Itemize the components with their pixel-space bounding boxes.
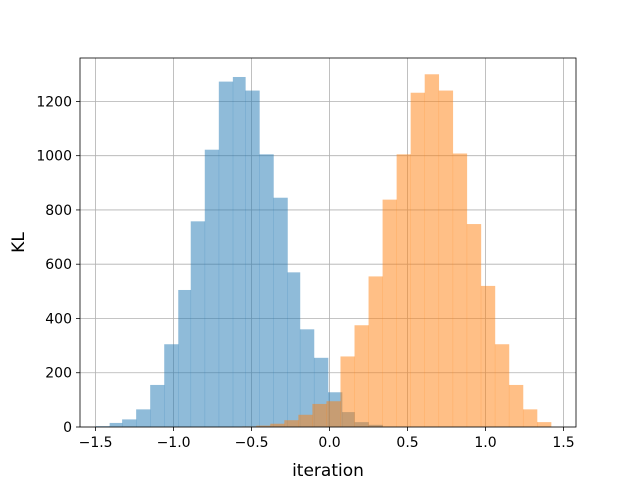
histogram-bar: [396, 154, 411, 427]
histogram-bar: [232, 76, 246, 427]
histogram-bar: [537, 422, 552, 427]
histogram-bar: [150, 384, 165, 427]
x-tick-label: 0.5: [396, 435, 418, 451]
x-tick-label: 1.5: [552, 435, 574, 451]
x-tick-label: 0.0: [318, 435, 340, 451]
histogram-bar: [410, 92, 426, 428]
series-1-bars: [242, 74, 552, 428]
histogram-bar: [287, 272, 301, 427]
histogram-bar: [95, 426, 110, 427]
histogram-bar: [312, 403, 327, 427]
histogram-bar: [136, 409, 151, 427]
histogram-bar: [298, 414, 313, 427]
series-0-bars: [95, 76, 383, 428]
y-axis-title: KL: [9, 232, 29, 253]
histogram-bar: [270, 423, 285, 427]
histogram-bar: [480, 285, 496, 427]
histogram-bar: [109, 422, 123, 427]
histogram-bar: [256, 425, 271, 427]
y-tick-label: 1000: [36, 149, 72, 165]
histogram-bar: [452, 153, 468, 427]
x-tick-label: −1.5: [79, 435, 113, 451]
y-axis: 0 200 400 600 800 1000 1200: [36, 94, 80, 436]
histogram-bar: [299, 329, 315, 427]
y-tick-label: 0: [63, 420, 72, 436]
x-tick-label: −0.5: [235, 435, 269, 451]
histogram-bar: [438, 90, 454, 427]
y-tick-label: 200: [45, 366, 72, 382]
x-axis-title: iteration: [292, 461, 364, 480]
histogram-bar: [508, 384, 524, 427]
y-tick-label: 1200: [36, 94, 72, 110]
histogram-bar: [245, 90, 260, 427]
histogram-bar: [354, 325, 369, 427]
histogram-bar: [284, 420, 299, 427]
x-tick-label: 1.0: [474, 435, 496, 451]
histogram-bar: [204, 149, 220, 428]
histogram-bar: [368, 276, 383, 427]
histogram-bar: [190, 221, 206, 427]
histogram-bar: [340, 356, 355, 427]
histogram-bar: [424, 74, 440, 427]
histogram-bars: [95, 74, 552, 428]
histogram-bar: [494, 344, 510, 427]
histogram-bar: [382, 199, 397, 427]
histogram-bar: [164, 344, 179, 427]
y-tick-label: 600: [45, 257, 72, 273]
histogram-bar: [218, 81, 234, 427]
histogram-bar: [326, 401, 341, 427]
histogram-bar: [122, 419, 137, 427]
histogram-bar: [522, 409, 538, 427]
y-tick-label: 400: [45, 311, 72, 327]
y-tick-label: 800: [45, 203, 72, 219]
x-tick-label: −1.0: [157, 435, 191, 451]
histogram-bar: [259, 154, 274, 427]
x-axis: −1.5 −1.0 −0.5 0.0 0.5 1.0 1.5: [79, 427, 575, 451]
histogram-bar: [178, 289, 192, 427]
plot-frame: [79, 57, 577, 428]
histogram-bar: [273, 197, 288, 427]
histogram-bar: [466, 224, 482, 427]
